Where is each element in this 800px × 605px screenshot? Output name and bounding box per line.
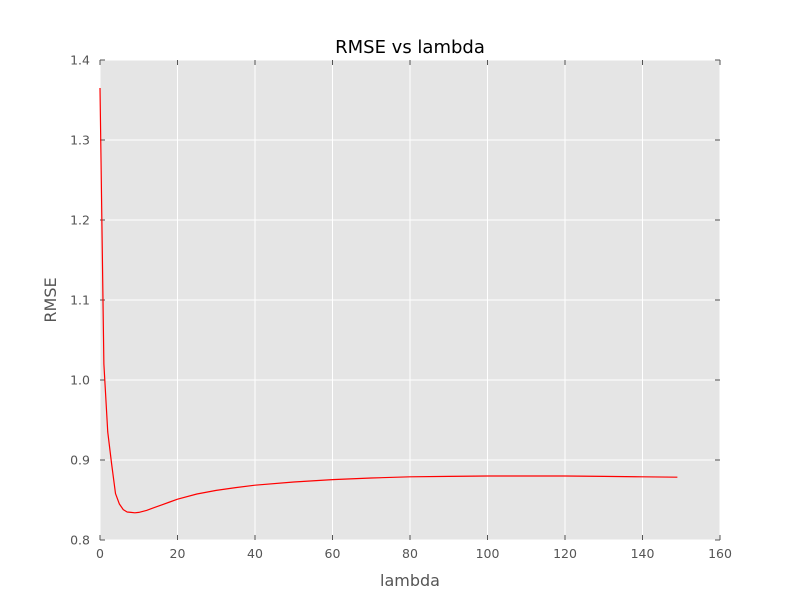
x-tick-label: 60 [325, 546, 341, 561]
x-tick-label: 40 [247, 546, 263, 561]
y-axis-label: RMSE [41, 277, 60, 322]
x-tick-label: 160 [708, 546, 732, 561]
x-tick-label: 20 [170, 546, 186, 561]
x-tick-label: 80 [402, 546, 418, 561]
series-line-rmse [99, 87, 678, 514]
x-tick-label: 120 [553, 546, 577, 561]
y-tick-label: 1.1 [70, 293, 90, 308]
y-tick-label: 1.2 [70, 213, 90, 228]
axis-ticks: 0 20 40 60 80 100 120 140 160 0.8 0.9 1.0 1.1 1.2 1.3 1… [70, 53, 732, 562]
y-tick-label: 1.0 [70, 373, 90, 388]
y-tick-label: 0.8 [70, 533, 90, 548]
y-tick-label: 1.4 [70, 53, 90, 68]
x-tick-label: 100 [476, 546, 500, 561]
x-tick-label: 0 [96, 546, 104, 561]
x-tick-label: 140 [631, 546, 655, 561]
y-tick-label: 0.9 [70, 453, 90, 468]
series-layer [99, 87, 678, 514]
y-tick-label: 1.3 [70, 133, 90, 148]
chart-title: RMSE vs lambda [335, 37, 485, 58]
x-axis-label: lambda [380, 571, 440, 590]
